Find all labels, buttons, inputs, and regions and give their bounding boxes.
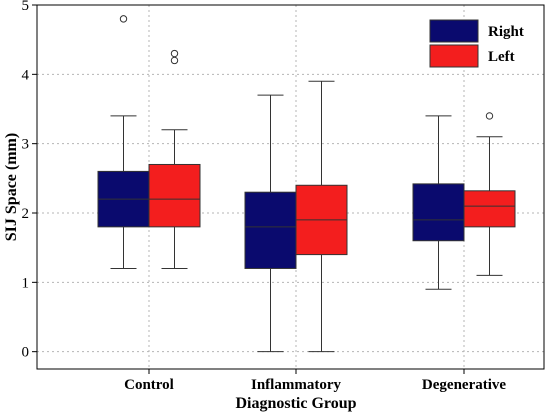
legend-item-right: Right [429,19,524,43]
box-body [244,191,297,269]
box-body [412,183,465,242]
legend-swatch [429,19,479,43]
x-axis-label: Diagnostic Group [235,395,356,412]
x-axis-ticks: Control Inflammatory Degenerative [124,369,506,393]
legend-swatch [429,44,479,68]
outlier-point [119,15,128,23]
y-tick-label: 0 [22,345,30,361]
box-body [463,190,516,228]
plot-frame [36,4,545,370]
outlier-point [170,49,179,58]
boxes [97,15,516,353]
box-body [148,163,201,228]
x-tick-label: Inflammatory [251,377,341,393]
y-tick-label: 5 [22,0,30,14]
box-right-control [97,15,150,269]
outlier-point [170,56,179,65]
box-left-degenerative [463,112,516,276]
box-right-degenerative [412,115,465,290]
x-tick-label: Control [124,377,174,393]
box-right-inflammatory [244,94,297,353]
legend-label: Right [488,24,524,40]
x-tick-label: Degenerative [422,377,506,393]
legend-item-left: Left [429,44,515,68]
box-left-inflammatory [295,80,348,353]
legend: Right Left [429,19,524,68]
y-axis-label: SIJ Space (mm) [3,133,20,241]
legend-label: Left [488,49,515,65]
y-tick-label: 1 [22,275,30,291]
y-tick-label: 3 [22,137,30,153]
y-tick-label: 2 [22,206,30,222]
y-axis-ticks: 0 1 2 3 4 5 [22,0,37,361]
box-left-control [148,49,201,269]
y-tick-label: 4 [22,67,30,83]
outlier-point [485,112,494,120]
